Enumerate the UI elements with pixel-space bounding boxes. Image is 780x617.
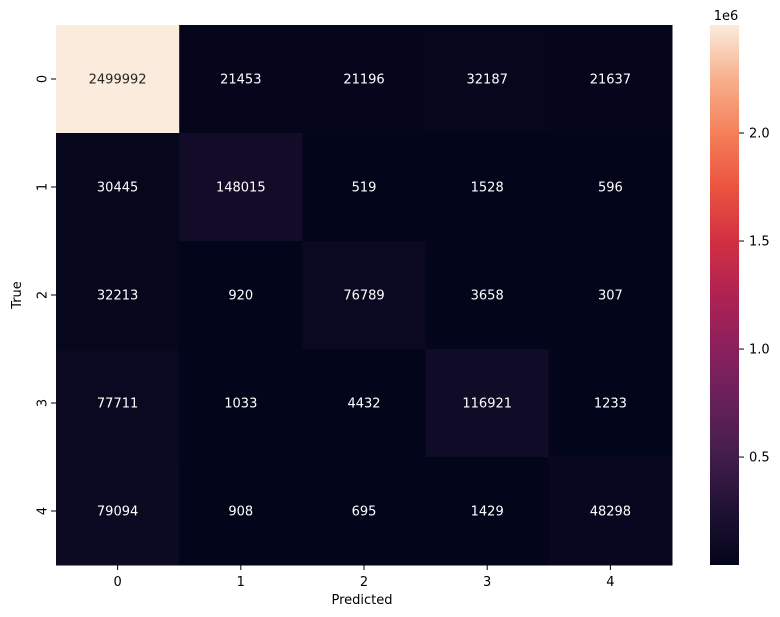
heatmap-cell: [425, 25, 550, 134]
cell-value-label: 519: [352, 181, 377, 196]
cell-value-label: 30445: [97, 181, 138, 196]
y-axis: 0 1 2 3 4: [36, 75, 56, 515]
cell-value-label: 48298: [590, 505, 631, 520]
cell-value-label: 21453: [220, 73, 261, 88]
cell-value-label: 2499992: [89, 73, 147, 88]
heatmap-cell: [56, 133, 180, 242]
y-tick-label: 1: [36, 183, 51, 191]
cell-value-label: 908: [228, 505, 253, 520]
heatmap-cell: [548, 241, 673, 350]
heatmap-cell: [302, 349, 427, 458]
heatmap-cell: [302, 25, 427, 134]
heatmap-cell: [56, 457, 180, 566]
cell-value-label: 76789: [343, 289, 384, 304]
heatmap-cell: [179, 25, 303, 134]
colorbar-tick-label: 1.0: [749, 343, 770, 358]
cell-value-label: 116921: [462, 397, 512, 412]
heatmap-cell: [302, 133, 427, 242]
heatmap-cell: [302, 241, 427, 350]
cell-value-label: 4432: [347, 397, 380, 412]
y-tick-label: 2: [36, 291, 51, 299]
heatmap-cell: [548, 133, 673, 242]
cell-value-label: 32187: [467, 73, 508, 88]
heatmap-cell: [179, 349, 303, 458]
cell-annotations: 2499992 21453 21196 32187 21637 30445 148015 51…: [89, 73, 631, 520]
heatmap-cell: [425, 349, 550, 458]
cell-value-label: 695: [352, 505, 377, 520]
cell-value-label: 1233: [594, 397, 627, 412]
cell-value-label: 1528: [471, 181, 504, 196]
heatmap-cell: [179, 241, 303, 350]
cell-value-label: 1033: [224, 397, 257, 412]
x-axis-label: Predicted: [331, 593, 392, 608]
x-tick-label: 3: [483, 575, 491, 590]
colorbar-scale-label: 1e6: [714, 9, 739, 24]
cell-value-label: 1429: [471, 505, 504, 520]
cell-value-label: 148015: [216, 181, 266, 196]
heatmap-cell: [179, 457, 303, 566]
y-axis-label: True: [10, 281, 25, 310]
cell-value-label: 596: [598, 181, 623, 196]
y-tick-label: 4: [36, 507, 51, 515]
cell-value-label: 920: [228, 289, 253, 304]
x-axis: 0 1 2 3 4: [113, 565, 615, 590]
heatmap-cell: [548, 457, 673, 566]
heatmap-cell: [56, 241, 180, 350]
colorbar-tick-label: 0.5: [749, 451, 770, 466]
heatmap-cell: [179, 133, 303, 242]
y-tick-label: 3: [36, 399, 51, 407]
heatmap-cell: [425, 241, 550, 350]
cell-value-label: 79094: [97, 505, 138, 520]
heatmap-cell: [548, 349, 673, 458]
colorbar-ticks: 0.5 1.0 1.5 2.0: [739, 127, 770, 466]
cell-value-label: 307: [598, 289, 623, 304]
cell-value-label: 21637: [590, 73, 631, 88]
colorbar-tick-label: 2.0: [749, 127, 770, 142]
colorbar: [710, 25, 739, 565]
cell-value-label: 32213: [97, 289, 138, 304]
heatmap-cell: [302, 457, 427, 566]
x-tick-label: 2: [360, 575, 368, 590]
cell-value-label: 3658: [471, 289, 504, 304]
heatmap-cell: [425, 457, 550, 566]
heatmap-cell: [56, 25, 180, 134]
colorbar-tick-label: 1.5: [749, 235, 770, 250]
heatmap-cells: [56, 25, 673, 566]
heatmap-cell: [548, 25, 673, 134]
heatmap-cell: [56, 349, 180, 458]
x-tick-label: 1: [237, 575, 245, 590]
cell-value-label: 77711: [97, 397, 138, 412]
heatmap-cell: [425, 133, 550, 242]
y-tick-label: 0: [36, 75, 51, 83]
cell-value-label: 21196: [343, 73, 384, 88]
x-tick-label: 4: [606, 575, 614, 590]
x-tick-label: 0: [113, 575, 121, 590]
